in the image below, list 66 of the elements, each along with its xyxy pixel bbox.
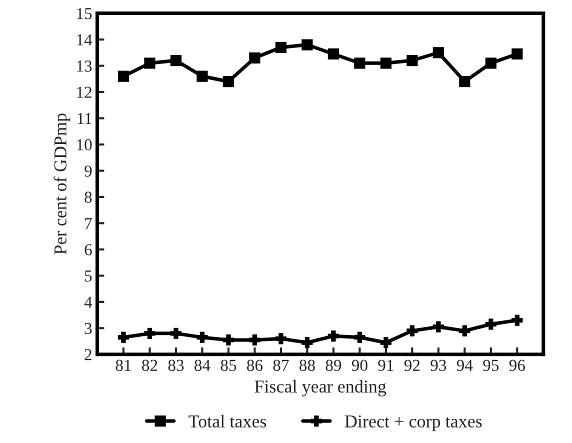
legend-label: Direct + corp taxes (344, 415, 482, 432)
point (380, 58, 392, 69)
x-tick-label: 93 (430, 360, 446, 371)
point (406, 325, 418, 336)
x-tick-label: 81 (116, 360, 131, 371)
point (144, 328, 156, 339)
point (302, 337, 313, 348)
point (170, 328, 182, 339)
x-tick-label: 82 (142, 360, 158, 371)
x-tick-label: 95 (483, 360, 499, 371)
point (354, 332, 366, 343)
x-tick-label: 86 (247, 360, 263, 371)
x-tick-label: 89 (326, 360, 342, 371)
x-tick-label: 83 (168, 360, 184, 371)
point (249, 52, 260, 64)
point (380, 337, 392, 348)
y-tick-label: 8 (84, 192, 92, 203)
point (222, 76, 234, 88)
point (485, 318, 496, 330)
x-tick-label: 96 (509, 360, 525, 371)
point (196, 332, 208, 343)
point (354, 58, 366, 69)
y-tick-label: 10 (77, 139, 92, 150)
y-tick-label: 4 (84, 296, 92, 308)
point (459, 325, 470, 336)
y-tick-label: 3 (84, 322, 92, 334)
point (459, 76, 470, 88)
point (328, 48, 339, 60)
x-tick-label: 88 (300, 360, 315, 371)
point (512, 48, 523, 60)
point (118, 70, 130, 82)
point (144, 58, 156, 69)
point (302, 39, 313, 50)
point (170, 54, 182, 66)
point (432, 47, 444, 58)
point (275, 333, 287, 344)
point (512, 314, 523, 326)
legend-label: Total taxes (188, 414, 266, 428)
x-tick-label: 90 (352, 360, 368, 371)
y-tick-label: 13 (77, 60, 92, 72)
x-axis-title: Fiscal year ending (254, 380, 386, 396)
point (406, 54, 418, 66)
x-tick-label: 94 (456, 360, 473, 371)
y-tick-label: 15 (77, 8, 92, 20)
point (328, 330, 339, 342)
x-tick-label: 91 (378, 360, 394, 371)
point (222, 334, 234, 346)
y-tick-label: 14 (77, 34, 92, 46)
y-tick-label: 12 (77, 86, 92, 98)
y-tick-label: 5 (85, 270, 92, 282)
x-tick-label: 84 (194, 360, 210, 371)
y-tick-label: 7 (85, 218, 92, 229)
y-tick-label: 11 (78, 113, 92, 124)
x-tick-label: 92 (404, 360, 420, 371)
point (275, 42, 287, 53)
y-axis-title: Per cent of GDPmp (54, 114, 70, 254)
x-tick-label: 85 (220, 360, 236, 371)
point (118, 332, 130, 343)
point (196, 70, 208, 82)
y-tick-label: 6 (84, 244, 92, 256)
point (432, 321, 444, 332)
point (249, 334, 260, 346)
y-tick-label: 2 (84, 349, 92, 360)
y-tick-label: 9 (84, 165, 92, 177)
point (485, 58, 496, 69)
x-tick-label: 87 (273, 360, 289, 371)
